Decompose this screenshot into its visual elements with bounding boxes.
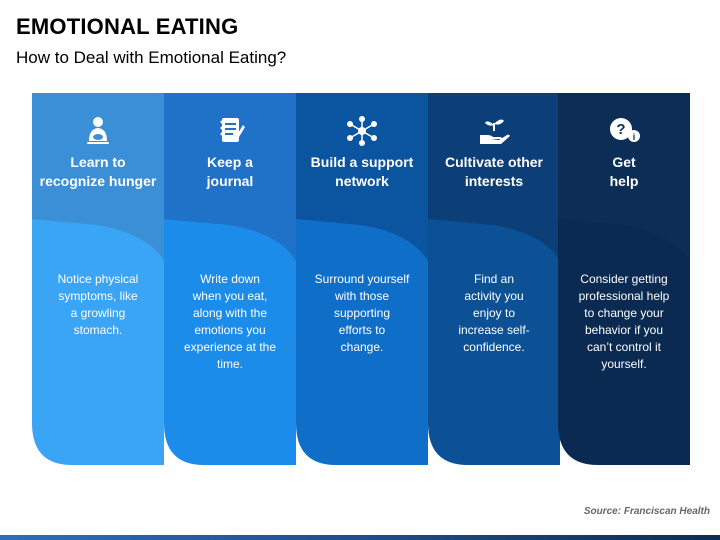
card-body: Surround yourself with those supporting ef…	[314, 272, 410, 354]
card-body: Notice physical symptoms, like a growling…	[57, 272, 139, 337]
card-background	[296, 93, 428, 465]
card-body: Find an activity you enjoy to increase sel…	[458, 272, 530, 354]
card-background	[428, 93, 560, 465]
card-body: Write down when you eat, along with the em…	[183, 272, 277, 371]
card-body: Consider getting professional help to cha…	[578, 272, 670, 371]
journal-icon	[164, 115, 296, 147]
page-subtitle: How to Deal with Emotional Eating?	[16, 48, 287, 67]
card-title: Learn to recognize hunger	[39, 154, 157, 189]
page-title: EMOTIONAL EATING	[16, 14, 239, 39]
card-cultivate-interests: Cultivate other interests Find an activity…	[428, 93, 560, 465]
card-get-help: ? i Get help Consider getting professional…	[558, 93, 690, 465]
person-hunger-icon	[32, 115, 164, 147]
card-title: Build a support network	[310, 154, 414, 189]
card-background	[558, 93, 690, 465]
help-question-icon: ? i	[558, 115, 690, 147]
card-background	[164, 93, 296, 465]
card-background	[32, 93, 164, 465]
card-title: Cultivate other interests	[444, 154, 543, 189]
card-support-network: Build a support network Surround yourself…	[296, 93, 428, 465]
svg-text:i: i	[633, 132, 636, 142]
card-recognize-hunger: Learn to recognize hunger Notice physical…	[32, 93, 164, 465]
card-keep-journal: Keep a journal Write down when you eat, al…	[164, 93, 296, 465]
card-title: Keep a journal	[206, 154, 254, 189]
bottom-accent-bar	[0, 535, 720, 540]
hand-plant-icon	[428, 115, 560, 147]
svg-text:?: ?	[616, 121, 625, 138]
card-title: Get help	[609, 154, 639, 189]
source-citation: Source: Franciscan Health	[583, 506, 710, 517]
network-icon	[296, 115, 428, 147]
